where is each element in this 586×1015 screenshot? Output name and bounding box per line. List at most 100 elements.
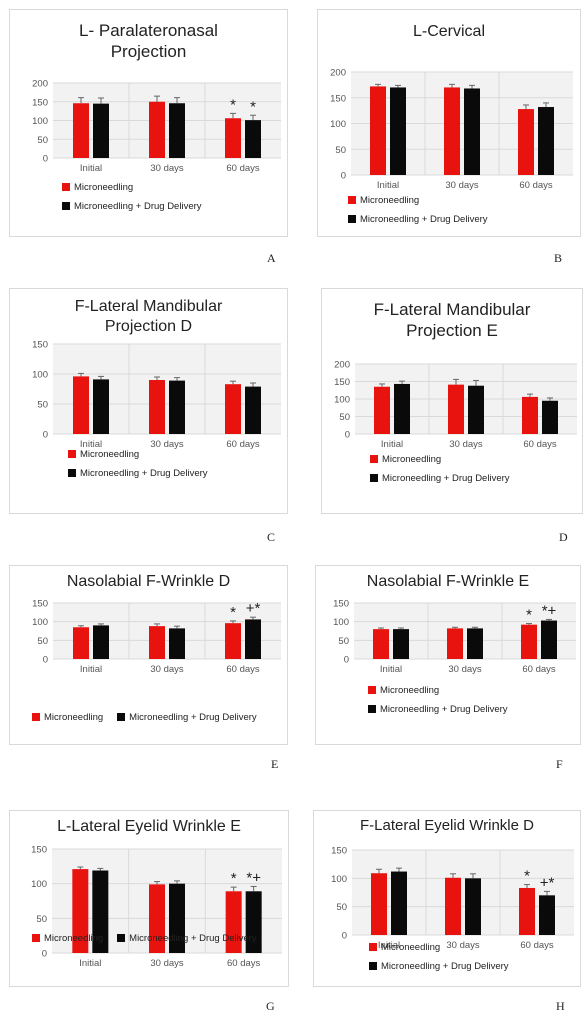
x-tick-label: Initial bbox=[80, 439, 102, 450]
bar bbox=[245, 619, 261, 659]
chart-title-line: L- Paralateronasal bbox=[79, 21, 218, 40]
x-tick-label: 60 days bbox=[522, 664, 556, 675]
y-tick-label: 100 bbox=[331, 874, 347, 885]
significance-marker: * bbox=[231, 870, 237, 887]
chart-panel-d: F-Lateral Mandibular Projection E 0 50 100 15… bbox=[321, 288, 583, 514]
bar bbox=[538, 107, 554, 175]
chart-title: F-Lateral Mandibular Projection D bbox=[10, 297, 287, 337]
bar bbox=[169, 883, 185, 953]
significance-marker: *+ bbox=[542, 602, 557, 619]
legend-label: Microneedling + Drug Delivery bbox=[360, 214, 488, 225]
chart-title: F-Lateral Eyelid Wrinkle D bbox=[314, 817, 580, 836]
y-tick-label: 200 bbox=[334, 360, 350, 371]
bar bbox=[225, 118, 241, 158]
y-tick-label: 150 bbox=[331, 846, 347, 857]
legend-swatch bbox=[348, 215, 356, 223]
chart-plot-svg: 0 50 100 150 200 Initial 30 days 60 days bbox=[330, 68, 573, 191]
y-tick-label: 150 bbox=[31, 845, 47, 856]
significance-marker: * bbox=[250, 98, 256, 115]
x-tick-label: 60 days bbox=[523, 439, 557, 450]
legend-item: Microneedling + Drug Delivery bbox=[117, 933, 257, 944]
significance-marker: * bbox=[230, 604, 236, 621]
panel-letter-f: F bbox=[556, 757, 563, 771]
chart-legend: Microneedling Microneedling + Drug Delive… bbox=[32, 712, 271, 723]
legend-item: Microneedling bbox=[348, 195, 488, 206]
bar bbox=[542, 400, 558, 434]
bar bbox=[374, 386, 390, 434]
legend-item: Microneedling + Drug Delivery bbox=[68, 468, 208, 479]
significance-marker: +* bbox=[540, 874, 555, 891]
legend-item: Microneedling + Drug Delivery bbox=[62, 201, 202, 212]
y-tick-label: 150 bbox=[334, 377, 350, 388]
bar bbox=[521, 624, 537, 659]
legend-item: Microneedling bbox=[32, 933, 103, 944]
legend-item: Microneedling bbox=[68, 449, 208, 460]
y-tick-label: 150 bbox=[32, 599, 48, 610]
y-tick-label: 50 bbox=[336, 902, 347, 913]
bar bbox=[149, 626, 165, 659]
chart-title-line: Projection D bbox=[104, 318, 193, 335]
legend-item: Microneedling + Drug Delivery bbox=[348, 214, 488, 225]
x-tick-label: 30 days bbox=[150, 163, 184, 174]
legend-item: Microneedling + Drug Delivery bbox=[369, 961, 509, 972]
legend-item: Microneedling bbox=[368, 685, 508, 696]
bar bbox=[149, 884, 165, 953]
x-tick-label: 30 days bbox=[150, 664, 184, 675]
bar bbox=[93, 103, 109, 158]
bar bbox=[464, 88, 480, 175]
legend-label: Microneedling bbox=[44, 933, 104, 944]
significance-marker: * bbox=[230, 96, 236, 113]
x-tick-label: 60 days bbox=[226, 439, 260, 450]
chart-plot-svg: 0 50 100 150 200 Initial 30 days 60 days * * bbox=[32, 79, 281, 174]
chart-legend: Microneedling Microneedling + Drug Delive… bbox=[370, 454, 510, 492]
y-tick-label: 200 bbox=[330, 68, 346, 79]
legend-label: Microneedling + Drug Delivery bbox=[129, 933, 257, 944]
significance-marker: * bbox=[524, 868, 530, 885]
bar bbox=[225, 384, 241, 434]
bar bbox=[371, 873, 387, 935]
legend-swatch bbox=[370, 474, 378, 482]
chart-panel-f: Nasolabial F-Wrinkle E 0 50 100 150 Initial 30… bbox=[315, 565, 581, 745]
x-tick-label: Initial bbox=[381, 439, 403, 450]
y-tick-label: 100 bbox=[334, 395, 350, 406]
bar bbox=[448, 384, 464, 434]
y-tick-label: 50 bbox=[37, 636, 48, 647]
legend-swatch bbox=[62, 202, 70, 210]
panel-letter-c: C bbox=[267, 530, 276, 544]
x-tick-label: 30 days bbox=[449, 439, 483, 450]
bar bbox=[149, 380, 165, 434]
bar bbox=[522, 396, 538, 434]
legend-item: Microneedling bbox=[370, 454, 510, 465]
y-tick-label: 150 bbox=[333, 599, 349, 610]
plot-area bbox=[354, 603, 576, 659]
chart-legend: Microneedling Microneedling + Drug Delive… bbox=[68, 449, 208, 487]
chart-title-line: F-Lateral Mandibular bbox=[74, 298, 223, 315]
chart-plot-svg: 0 50 100 150 Initial 30 days 60 days bbox=[32, 340, 281, 450]
legend-label: Microneedling bbox=[360, 195, 420, 206]
chart-legend: Microneedling Microneedling + Drug Delive… bbox=[368, 685, 508, 723]
chart-plot-svg: 0 50 100 150 Initial 30 days 60 days * *+ bbox=[31, 845, 282, 969]
significance-marker: *+ bbox=[246, 869, 261, 886]
panel-letter-d: D bbox=[559, 530, 568, 544]
chart-title-line: L-Lateral Eyelid Wrinkle E bbox=[57, 818, 241, 835]
significance-marker: +* bbox=[246, 600, 261, 617]
y-tick-label: 0 bbox=[342, 931, 347, 942]
bar bbox=[468, 385, 484, 434]
y-tick-label: 150 bbox=[32, 340, 48, 351]
chart-panel-b: L-Cervical 0 50 100 150 200 Initial 30 days 60 d… bbox=[317, 9, 581, 237]
bar bbox=[225, 623, 241, 659]
y-tick-label: 100 bbox=[333, 617, 349, 628]
bar bbox=[518, 109, 534, 175]
legend-label: Microneedling + Drug Delivery bbox=[381, 961, 509, 972]
chart-title-line: Projection bbox=[110, 42, 187, 62]
legend-label: Microneedling bbox=[382, 454, 442, 465]
bar bbox=[393, 629, 409, 659]
y-tick-label: 150 bbox=[330, 93, 346, 104]
legend-item: Microneedling + Drug Delivery bbox=[117, 712, 257, 723]
bar bbox=[73, 627, 89, 659]
chart-title-line: L-Cervical bbox=[412, 23, 485, 40]
bar bbox=[445, 877, 461, 935]
y-tick-label: 0 bbox=[341, 171, 346, 182]
y-tick-label: 0 bbox=[344, 655, 349, 666]
legend-label: Microneedling bbox=[80, 449, 140, 460]
